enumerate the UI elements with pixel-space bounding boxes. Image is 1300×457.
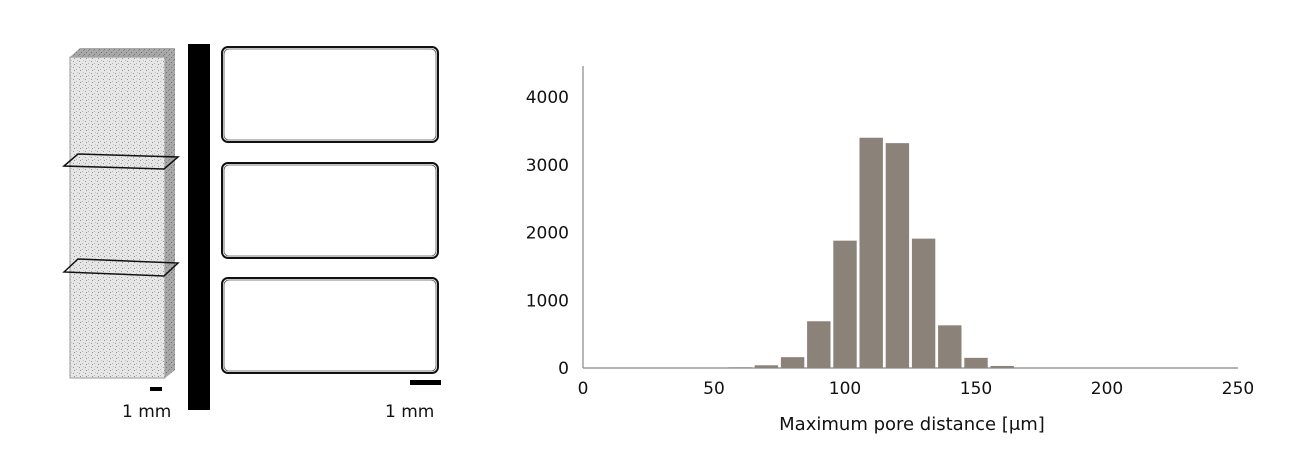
x-tick-label: 250 [1222,379,1254,399]
y-tick-label: 2000 [526,224,569,244]
histogram-bar-100 [833,240,857,368]
scale-bar-left [150,387,162,391]
histogram-bar-70 [754,365,779,368]
histogram-chart: 0 1000 2000 3000 4000 0 50 100 150 200 250 Maximu… [526,66,1254,435]
histogram-bar-80 [780,357,805,368]
scale-label-right: 1 mm [385,402,434,422]
histogram-bar-60 [728,367,752,369]
histogram-bar-120 [885,143,910,368]
histogram-bar-110 [859,137,883,368]
sample-top-face [70,48,175,57]
cross-section-2 [221,162,439,259]
cross-section-1 [221,46,439,143]
y-tick-label: 4000 [526,88,569,108]
panel-divider [188,44,210,410]
y-tick-label: 3000 [526,156,569,176]
slice-plane-lower [62,258,180,277]
x-tick-label: 0 [578,379,589,399]
x-tick-label: 200 [1091,379,1123,399]
y-tick-label: 1000 [526,291,569,311]
sample-volume [62,48,180,379]
cross-sections [221,46,439,374]
y-tick-label: 0 [558,359,569,379]
slice-plane-upper [62,153,180,170]
sample-side-face [165,48,175,378]
histogram-bar-130 [911,238,936,368]
scale-bar-right [410,380,441,385]
histogram-bar-160 [990,365,1014,368]
x-tick-label: 50 [703,379,725,399]
scale-label-left: 1 mm [122,402,171,422]
histogram-bar-90 [807,321,831,368]
cross-section-3 [221,277,439,374]
sample-front-face [69,56,166,379]
x-tick-label: 150 [960,379,992,399]
x-axis-label: Maximum pore distance [μm] [779,414,1045,435]
histogram-bar-170 [1016,367,1041,369]
x-tick-label: 100 [829,379,861,399]
histogram-bar-140 [938,325,962,368]
histogram-bar-150 [964,357,988,368]
